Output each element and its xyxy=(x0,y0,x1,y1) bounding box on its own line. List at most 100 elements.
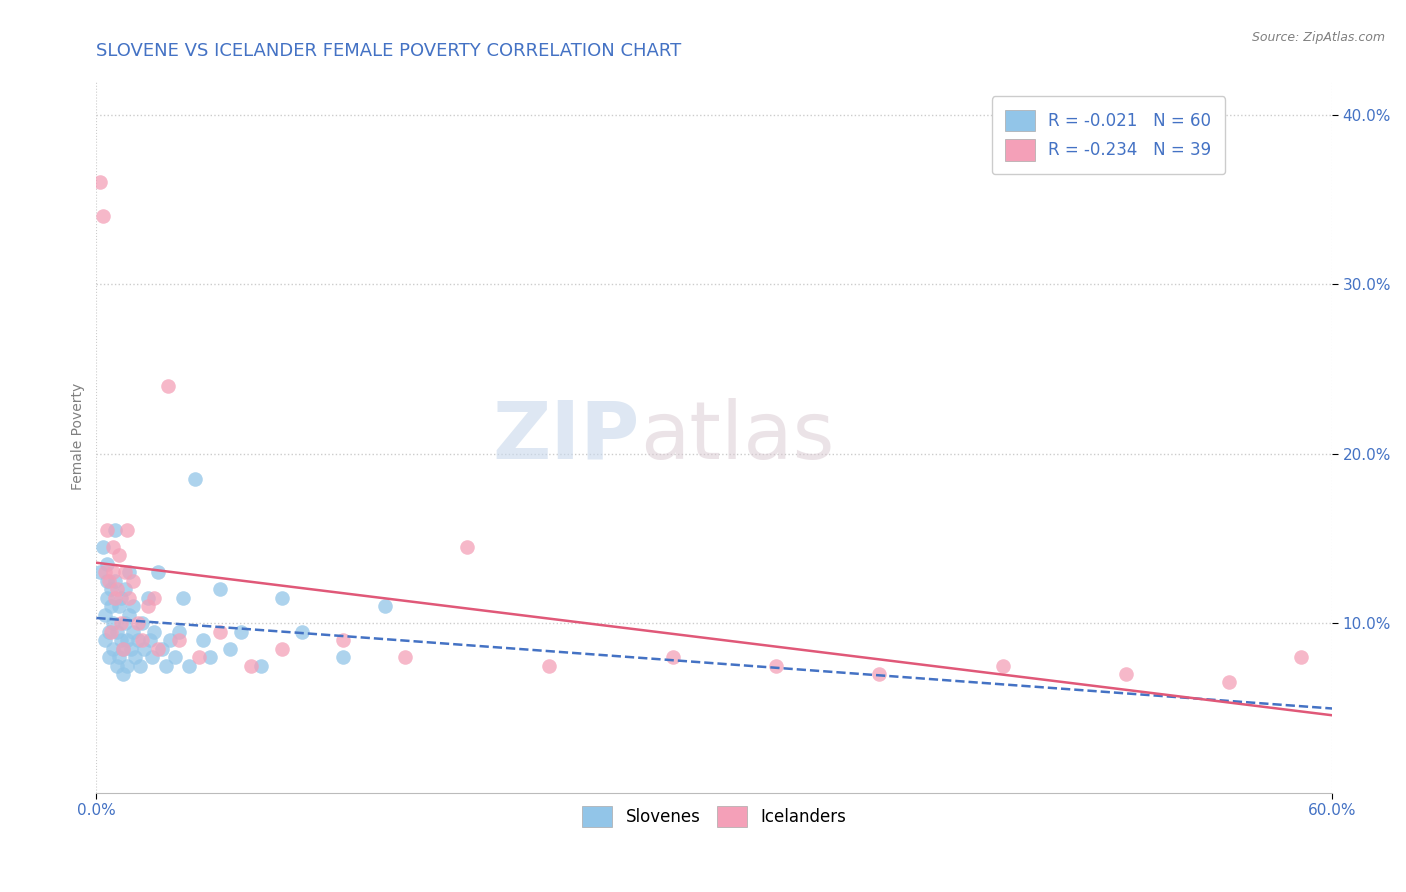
Point xyxy=(128,658,150,673)
Point xyxy=(100,624,122,639)
Point xyxy=(89,566,111,580)
Point xyxy=(1115,667,1137,681)
Point xyxy=(114,616,136,631)
Point xyxy=(163,650,186,665)
Y-axis label: Female Poverty: Female Poverty xyxy=(72,383,86,491)
Point xyxy=(332,633,354,648)
Point xyxy=(229,624,252,639)
Point xyxy=(270,641,292,656)
Point xyxy=(136,591,159,605)
Point xyxy=(143,624,166,639)
Point xyxy=(101,641,124,656)
Point xyxy=(104,591,127,605)
Point xyxy=(108,549,131,563)
Point xyxy=(117,658,139,673)
Point xyxy=(96,591,118,605)
Point xyxy=(177,658,200,673)
Point xyxy=(662,650,685,665)
Point xyxy=(93,566,115,580)
Point xyxy=(198,650,221,665)
Point xyxy=(868,667,890,681)
Point xyxy=(127,633,149,648)
Text: atlas: atlas xyxy=(640,398,834,475)
Point xyxy=(93,633,115,648)
Point xyxy=(136,599,159,614)
Point xyxy=(188,650,211,665)
Point xyxy=(112,641,135,656)
Point xyxy=(167,633,190,648)
Point xyxy=(146,641,169,656)
Point xyxy=(117,633,139,648)
Point xyxy=(97,624,120,639)
Point xyxy=(112,667,135,681)
Point xyxy=(270,591,292,605)
Point xyxy=(108,650,131,665)
Point xyxy=(96,523,118,537)
Text: SLOVENE VS ICELANDER FEMALE POVERTY CORRELATION CHART: SLOVENE VS ICELANDER FEMALE POVERTY CORR… xyxy=(97,42,682,60)
Point xyxy=(96,574,118,588)
Point xyxy=(101,540,124,554)
Point xyxy=(122,624,145,639)
Point xyxy=(1218,675,1240,690)
Point xyxy=(141,650,163,665)
Point xyxy=(155,658,177,673)
Point xyxy=(172,591,194,605)
Point xyxy=(159,633,181,648)
Point xyxy=(97,574,120,588)
Point xyxy=(117,523,139,537)
Text: ZIP: ZIP xyxy=(494,398,640,475)
Point xyxy=(394,650,416,665)
Point xyxy=(250,658,273,673)
Point xyxy=(96,557,118,571)
Point xyxy=(122,574,145,588)
Point xyxy=(114,582,136,597)
Point xyxy=(105,582,128,597)
Point xyxy=(127,616,149,631)
Point xyxy=(112,641,135,656)
Point xyxy=(105,624,128,639)
Point xyxy=(124,650,146,665)
Point xyxy=(100,582,122,597)
Point xyxy=(91,540,114,554)
Point xyxy=(118,591,141,605)
Point xyxy=(104,574,127,588)
Legend: Slovenes, Icelanders: Slovenes, Icelanders xyxy=(575,799,853,834)
Point xyxy=(110,591,132,605)
Point xyxy=(122,599,145,614)
Point xyxy=(291,624,314,639)
Point xyxy=(108,599,131,614)
Point xyxy=(1289,650,1312,665)
Point xyxy=(146,566,169,580)
Point xyxy=(120,641,142,656)
Point xyxy=(157,379,180,393)
Point xyxy=(101,616,124,631)
Point xyxy=(132,641,155,656)
Point xyxy=(114,566,136,580)
Text: Source: ZipAtlas.com: Source: ZipAtlas.com xyxy=(1251,31,1385,45)
Point xyxy=(93,607,115,622)
Point xyxy=(97,650,120,665)
Point xyxy=(184,472,207,486)
Point xyxy=(208,624,231,639)
Point xyxy=(139,633,162,648)
Point xyxy=(131,633,153,648)
Point xyxy=(538,658,561,673)
Point xyxy=(991,658,1014,673)
Point xyxy=(91,210,114,224)
Point xyxy=(239,658,262,673)
Point xyxy=(100,599,122,614)
Point xyxy=(193,633,215,648)
Point xyxy=(101,566,124,580)
Point xyxy=(456,540,478,554)
Point xyxy=(167,624,190,639)
Point xyxy=(118,566,141,580)
Point xyxy=(208,582,231,597)
Point xyxy=(219,641,242,656)
Point xyxy=(89,176,111,190)
Point xyxy=(110,616,132,631)
Point xyxy=(118,607,141,622)
Point xyxy=(374,599,396,614)
Point xyxy=(332,650,354,665)
Point xyxy=(150,641,173,656)
Point xyxy=(110,633,132,648)
